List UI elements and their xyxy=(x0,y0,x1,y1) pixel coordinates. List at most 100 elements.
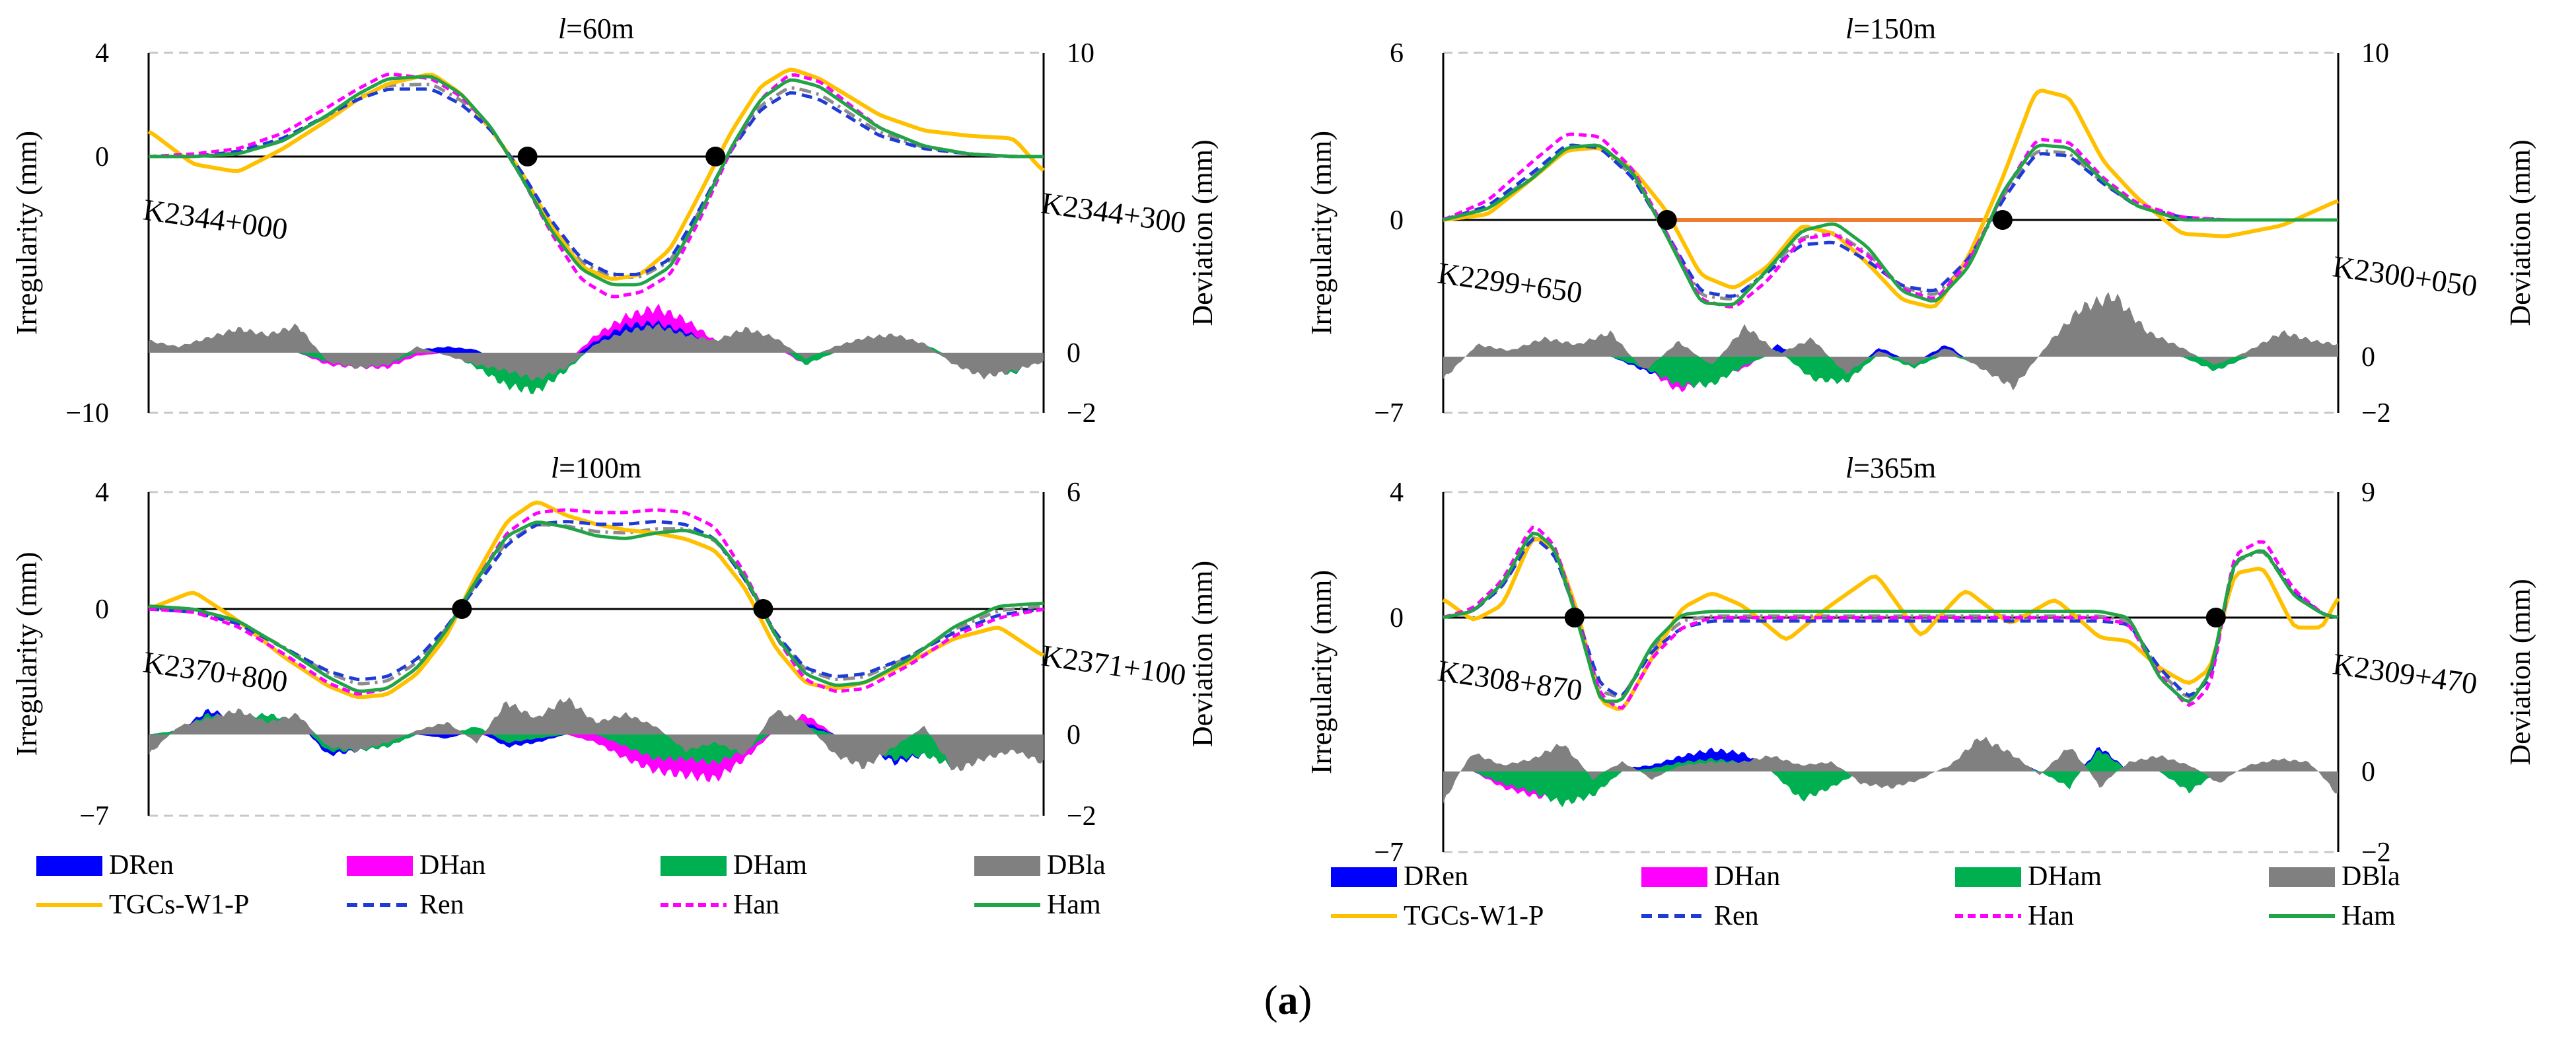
y2-tick-label: 0 xyxy=(1067,720,1081,750)
panel-title: l=365m xyxy=(1845,452,1936,484)
line-Ham xyxy=(148,520,1044,693)
legend-label-DBla: DBla xyxy=(1047,850,1106,880)
zero-crossing-marker xyxy=(705,147,726,166)
y-axis-label: Irregularity (mm) xyxy=(1305,131,1338,335)
legend-label-DHam: DHam xyxy=(2028,861,2102,892)
line-Ham xyxy=(149,75,1044,287)
title-variable: l xyxy=(1845,452,1853,484)
station-start-label: K2370+800 xyxy=(141,645,290,698)
y2-tick-label: 10 xyxy=(2361,38,2389,69)
zero-crossing-marker xyxy=(452,599,472,619)
zero-crossing-marker xyxy=(517,147,538,166)
line-Ham xyxy=(1443,143,2338,307)
y-tick-label: 0 xyxy=(1390,205,1404,236)
y-tick-label: −7 xyxy=(79,801,109,832)
legend-right: DRen DHan DHam DBla TGCs-W1-P Ren Han Ham xyxy=(1331,861,2400,931)
y-tick-label: 6 xyxy=(1390,38,1404,69)
zero-crossing-marker xyxy=(1657,210,1677,230)
panel-365m: l=365m 4 0 −7 9 0 −2 Irregularity (mm) Deviation… xyxy=(1305,452,2536,868)
line-Ren xyxy=(1443,537,2339,697)
y2-axis-label: Deviation (mm) xyxy=(1186,561,1219,747)
legend-label-Ham: Ham xyxy=(2342,901,2396,931)
legend-label-DHam: DHam xyxy=(733,850,807,880)
area-DHam xyxy=(1443,750,2338,808)
panel-title: l=150m xyxy=(1845,13,1936,45)
title-value: =365m xyxy=(1853,452,1936,484)
y2-axis-label: Deviation (mm) xyxy=(1186,139,1219,326)
zero-crossing-marker xyxy=(753,599,773,619)
station-start-label: K2299+650 xyxy=(1436,256,1585,309)
line-TGCs-W1-P xyxy=(147,67,1045,281)
y-axis-label: Irregularity (mm) xyxy=(11,131,43,335)
y-tick-label: 4 xyxy=(95,478,109,508)
y2-tick-label: 0 xyxy=(1067,338,1081,369)
legend-swatch-DHam xyxy=(661,856,727,876)
legend-swatch-DHam xyxy=(1955,867,2021,887)
legend-label-TGCs-W1-P: TGCs-W1-P xyxy=(1404,901,1544,931)
title-variable: l xyxy=(558,13,566,45)
legend-label-DRen: DRen xyxy=(1404,861,1468,892)
y-tick-label: 0 xyxy=(1390,603,1404,633)
line-Han xyxy=(1443,132,2338,309)
zero-crossing-marker xyxy=(2205,608,2226,627)
legend-swatch-DBla xyxy=(2269,867,2335,887)
legend-label-Ren: Ren xyxy=(1714,901,1759,931)
y2-tick-label: −2 xyxy=(2361,398,2391,429)
legend-label-DHan: DHan xyxy=(419,850,485,880)
legend-label-DBla: DBla xyxy=(2342,861,2400,892)
line-reference-dashdot xyxy=(149,83,1044,279)
y-tick-label: 4 xyxy=(95,38,109,69)
title-value: =150m xyxy=(1853,13,1936,45)
y2-tick-label: 0 xyxy=(2361,342,2375,373)
figure-caption: (a) xyxy=(1264,978,1312,1023)
panel-60m: l=60m 4 0 −10 10 0 −2 Irregularity (mm) Deviatio… xyxy=(11,13,1219,429)
legend-label-DRen: DRen xyxy=(109,850,174,880)
legend-swatch-DHan xyxy=(1641,867,1707,887)
panel-150m: l=150m 6 0 −7 10 0 −2 Irregularity (mm) Deviatio… xyxy=(1305,13,2536,429)
zero-crossing-marker xyxy=(1564,608,1585,627)
title-value: =100m xyxy=(559,452,641,484)
title-variable: l xyxy=(551,452,559,484)
station-end-label: K2309+470 xyxy=(2331,647,2480,700)
area-DBla xyxy=(149,323,1044,381)
y2-tick-label: 0 xyxy=(2361,757,2375,787)
station-end-label: K2300+050 xyxy=(2331,249,2480,303)
legend-swatch-DHan xyxy=(347,856,413,876)
area-DBla xyxy=(1443,736,2338,804)
legend-label-TGCs-W1-P: TGCs-W1-P xyxy=(109,890,249,920)
y-tick-label: 4 xyxy=(1390,478,1404,508)
line-Ren xyxy=(149,87,1044,276)
y-tick-label: 0 xyxy=(95,594,109,625)
legend-label-Han: Han xyxy=(733,890,779,920)
legend-label-DHan: DHan xyxy=(1714,861,1780,892)
y-axis-label: Irregularity (mm) xyxy=(1305,570,1338,774)
panel-title: l=60m xyxy=(558,13,634,45)
y2-axis-label: Deviation (mm) xyxy=(2504,579,2536,765)
legend-label-Ren: Ren xyxy=(419,890,464,920)
y-tick-label: −10 xyxy=(65,398,109,429)
y-tick-label: −7 xyxy=(1374,838,1404,868)
y-tick-label: 0 xyxy=(95,142,109,172)
legend-label-Han: Han xyxy=(2028,901,2074,931)
area-DBla xyxy=(1443,292,2338,391)
y2-tick-label: −2 xyxy=(1067,398,1096,429)
zero-crossing-marker xyxy=(1992,210,2013,230)
y2-tick-label: 9 xyxy=(2361,478,2375,508)
y-tick-label: −7 xyxy=(1374,398,1404,429)
panel-100m: l=100m 4 0 −7 6 0 −2 Irregularity (mm) Deviation… xyxy=(11,452,1219,832)
y2-tick-label: −2 xyxy=(2361,838,2391,868)
line-Han xyxy=(148,508,1044,696)
y2-tick-label: 10 xyxy=(1067,38,1094,69)
station-start-label: K2308+870 xyxy=(1436,653,1585,707)
y2-tick-label: −2 xyxy=(1067,801,1096,832)
line-Ham xyxy=(1443,531,2339,703)
area-DRen xyxy=(1443,747,2338,799)
legend-swatch-DRen xyxy=(36,856,102,876)
panel-title: l=100m xyxy=(551,452,641,484)
legend-swatch-DBla xyxy=(974,856,1040,876)
title-value: =60m xyxy=(566,13,634,45)
station-start-label: K2344+000 xyxy=(141,192,290,246)
line-Han xyxy=(148,72,1044,299)
legend-swatch-DRen xyxy=(1331,867,1397,887)
station-end-label: K2344+300 xyxy=(1040,186,1188,239)
